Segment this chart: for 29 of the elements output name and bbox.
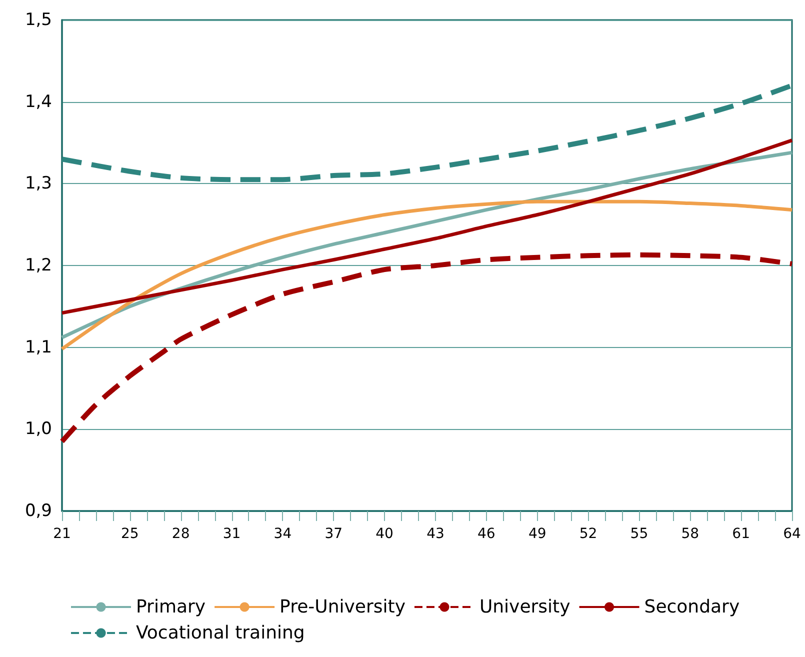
x-tick-label: 52 <box>579 526 598 542</box>
x-tick-label: 40 <box>376 526 394 542</box>
line-series <box>60 200 794 351</box>
y-tick-label: 1,5 <box>24 10 52 30</box>
x-tick-label: 31 <box>222 526 241 542</box>
x-tick-label: 37 <box>324 526 343 542</box>
x-tick-label: 46 <box>478 526 496 542</box>
legend-label: Pre-University <box>280 596 406 618</box>
x-tick-label: 58 <box>681 526 700 542</box>
legend-label: Primary <box>136 596 206 618</box>
x-tick-label: 21 <box>53 526 71 542</box>
y-tick-label: 1,0 <box>24 419 52 440</box>
x-tick-label: 43 <box>426 526 444 542</box>
line-series <box>60 138 794 315</box>
y-tick-label: 1,4 <box>24 92 52 112</box>
x-tick-label: 55 <box>630 526 648 542</box>
x-tick-label: 49 <box>528 526 546 542</box>
x-tick-label: 25 <box>120 526 139 542</box>
y-tick-label: 1,2 <box>24 256 52 276</box>
y-tick-label: 1,1 <box>24 337 52 358</box>
y-tick-label: 1,3 <box>24 174 52 194</box>
legend-label: Vocational training <box>136 622 305 644</box>
x-tick-label: 61 <box>732 526 750 542</box>
x-tick-label: 64 <box>783 526 801 542</box>
legend-label: University <box>479 596 571 618</box>
x-tick-label: 34 <box>274 526 292 542</box>
x-tick-label: 28 <box>172 526 190 542</box>
legend-label: Secondary <box>644 596 740 618</box>
y-tick-label: 0,9 <box>24 501 52 521</box>
